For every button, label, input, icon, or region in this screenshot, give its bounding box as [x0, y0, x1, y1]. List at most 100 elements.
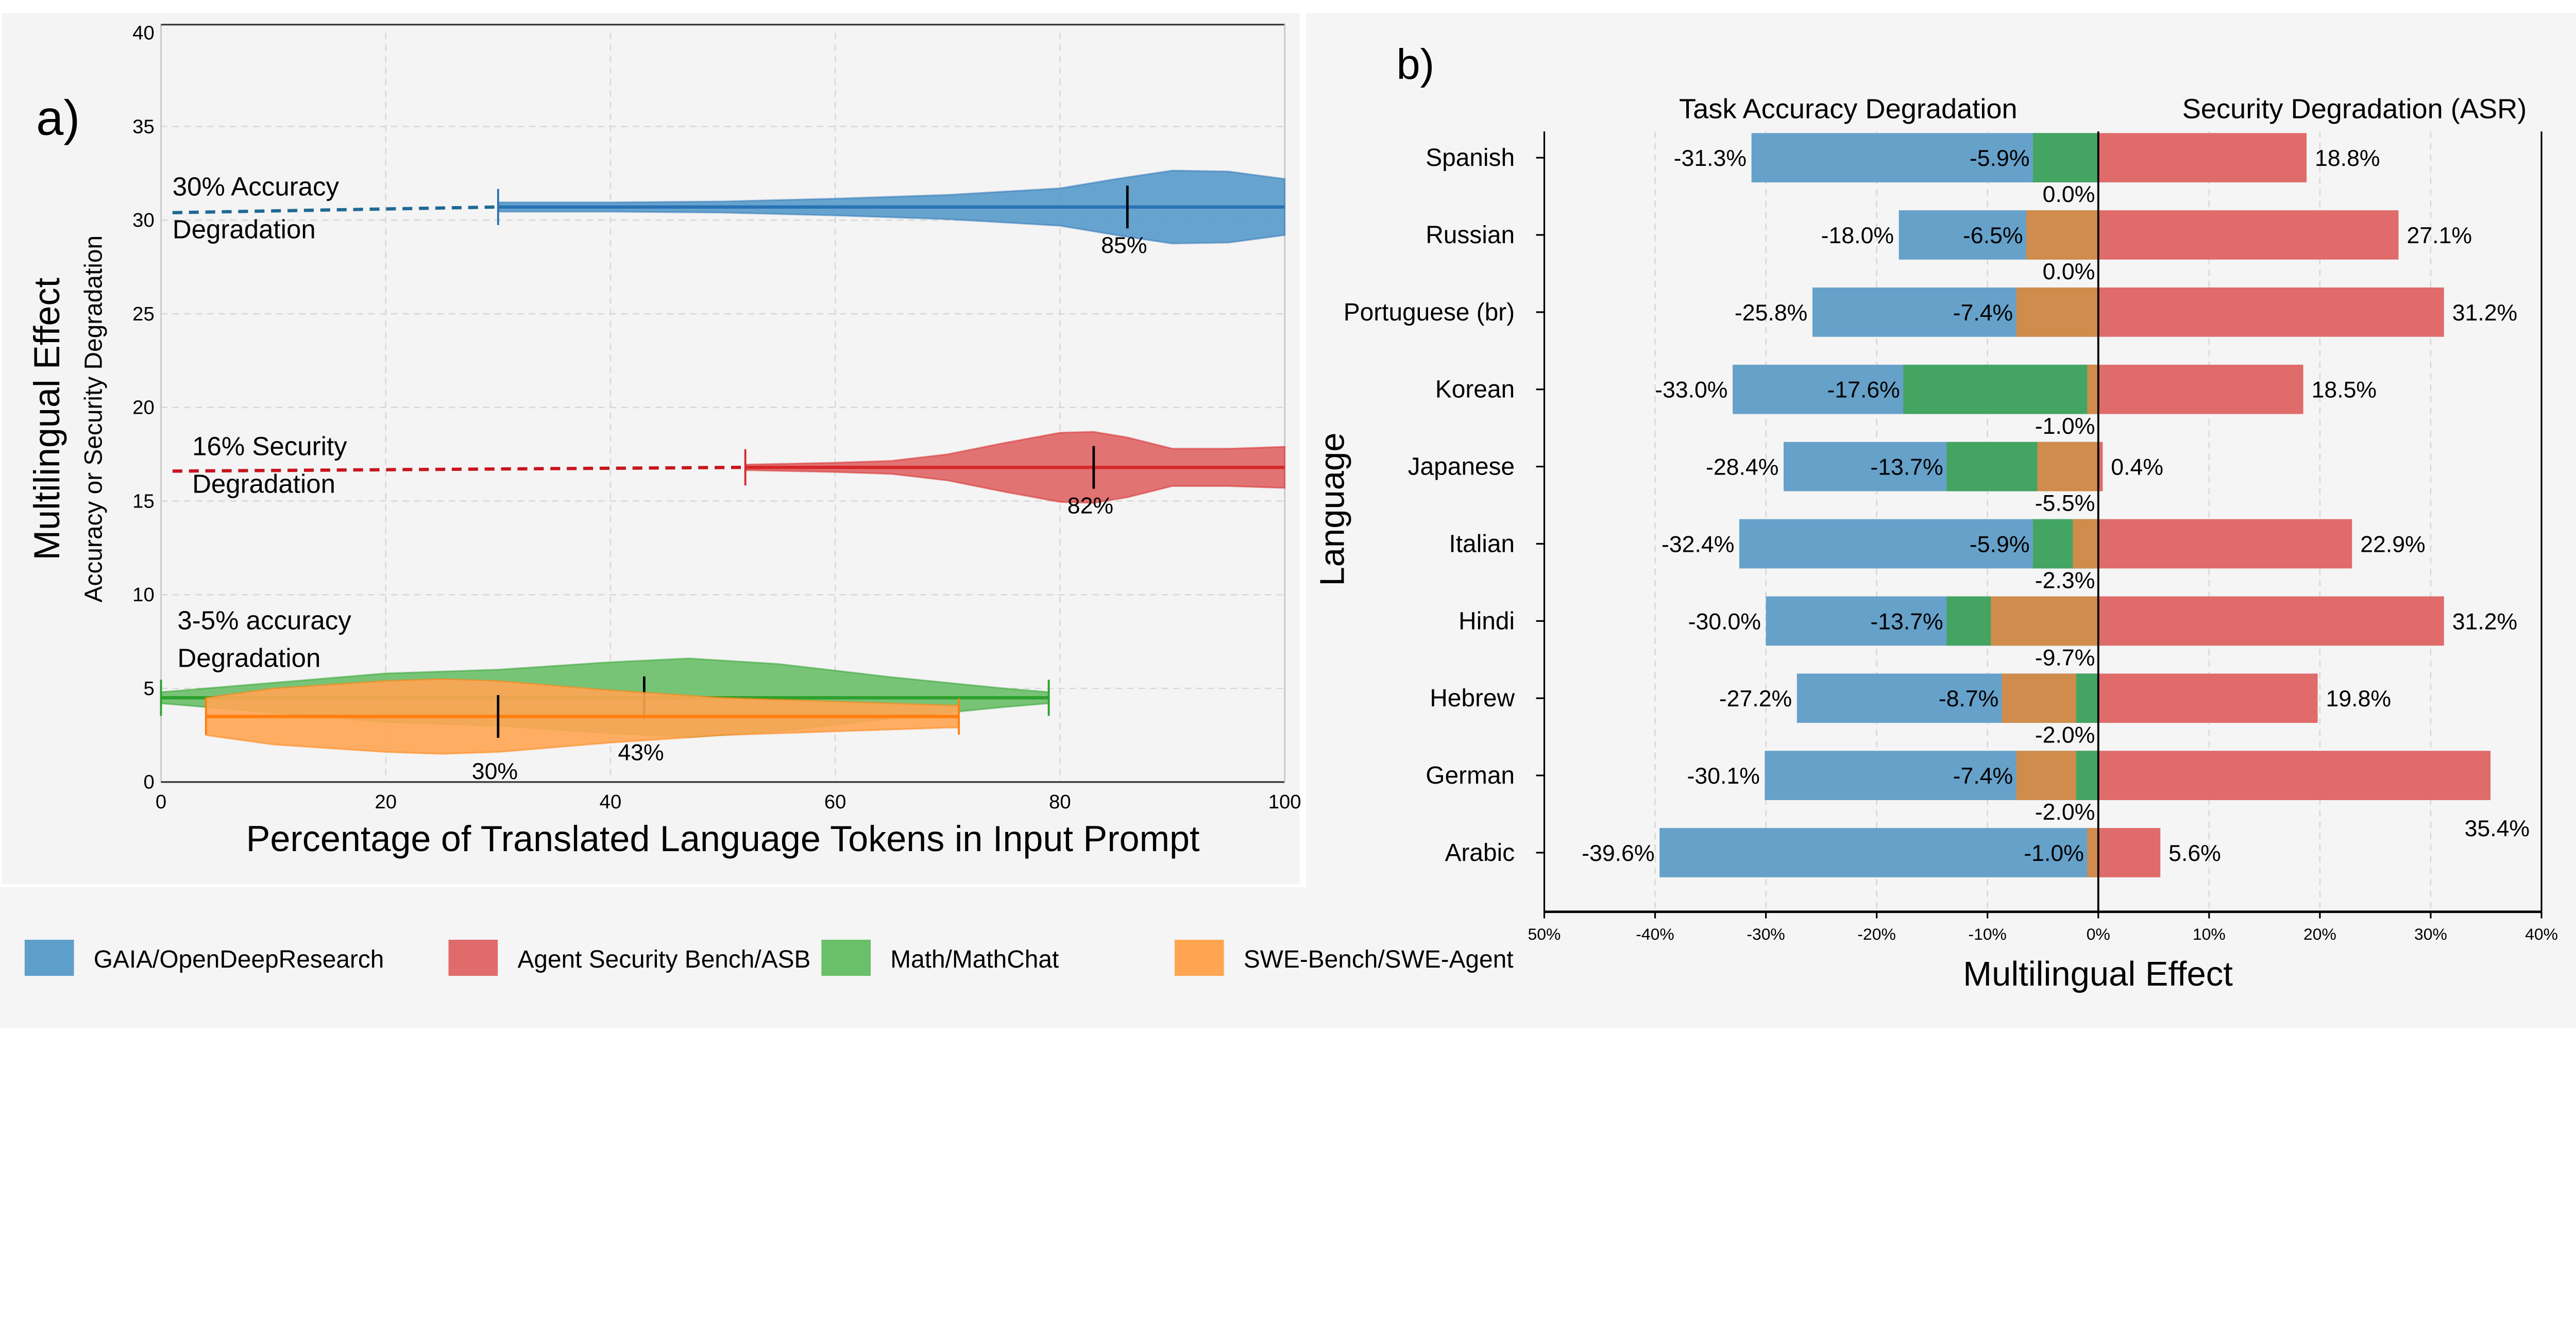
math-annotation-line2: Degradation	[177, 643, 320, 673]
x-tick-label: -20%	[1857, 925, 1895, 943]
x-tick-label: 50%	[1528, 925, 1561, 943]
x-tick-label: 0	[156, 791, 166, 813]
gaia-annotation-line2: Degradation	[173, 214, 316, 244]
asb-value-label: 31.2%	[2452, 609, 2518, 634]
asb-reference-dashed-line	[172, 465, 744, 473]
legend-item: GAIA/OpenDeepResearch	[24, 939, 384, 976]
asb-value-label: 18.5%	[2312, 378, 2377, 403]
x-tick-label: 80	[1049, 791, 1071, 813]
legend-swatch	[821, 939, 871, 976]
swe-value-label: -7.4%	[1953, 300, 2013, 326]
x-tick-label: 40%	[2525, 925, 2558, 943]
math-bar	[2032, 133, 2098, 182]
x-tick-label: 30%	[2414, 925, 2447, 943]
asb-annotation-line1: 16% Security	[192, 431, 347, 461]
math-value-label: -2.0%	[2035, 800, 2095, 825]
category-label: Italian	[1449, 530, 1515, 557]
y-tick-label: 35	[132, 115, 155, 138]
asb-annotation-line2: Degradation	[192, 469, 335, 499]
swe-value-label: -7.4%	[1953, 764, 2013, 789]
gaia-median-label: 85%	[1101, 233, 1147, 258]
legend-item: SWE-Bench/SWE-Agent	[1174, 939, 1514, 976]
gaia-value-label: -39.6%	[1582, 841, 1654, 866]
category-label: Russian	[1426, 222, 1515, 249]
legend-label: Agent Security Bench/ASB	[517, 946, 810, 973]
x-tick-label: -30%	[1747, 925, 1785, 943]
asb-bar	[2098, 828, 2161, 877]
asb-value-label: 27.1%	[2407, 223, 2472, 248]
swe-median-label: 30%	[472, 759, 518, 784]
x-axis-title: Percentage of Translated Language Tokens…	[246, 818, 1200, 859]
x-tick-label: 60	[824, 791, 846, 813]
category-label: German	[1426, 762, 1515, 789]
math-bar	[2076, 751, 2098, 800]
swe-value-label: -2.3%	[2035, 568, 2095, 594]
category-label: Japanese	[1408, 453, 1515, 481]
math-bar	[2076, 673, 2098, 723]
swe-value-label: -1.0%	[2024, 841, 2084, 866]
panel-a-label: a)	[36, 90, 80, 145]
asb-bar	[2098, 364, 2303, 414]
asb-value-label: 5.6%	[2168, 841, 2221, 866]
swe-value-label: -9.7%	[2035, 645, 2095, 670]
category-label: Arabic	[1445, 839, 1515, 867]
category-label: Hebrew	[1430, 685, 1515, 712]
header-security: Security Degradation (ASR)	[2182, 94, 2527, 125]
asb-bar	[2098, 133, 2307, 182]
legend-swatch	[1174, 939, 1224, 976]
asb-value-label: 0.4%	[2111, 455, 2163, 480]
legend: GAIA/OpenDeepResearch Agent Security Benc…	[24, 939, 1514, 976]
gaia-value-label: -31.3%	[1674, 146, 1747, 171]
swe-value-label: -5.5%	[2035, 491, 2095, 516]
gaia-value-label: -32.4%	[1662, 532, 1734, 557]
legend-label: Math/MathChat	[890, 946, 1059, 973]
swe-bar	[2026, 210, 2098, 260]
asb-bar	[2098, 519, 2352, 569]
gaia-value-label: -33.0%	[1655, 378, 1727, 403]
legend-item: Math/MathChat	[821, 939, 1059, 976]
swe-bar	[2016, 287, 2098, 337]
panel-b-label: b)	[1396, 40, 1434, 88]
asb-value-label: 19.8%	[2326, 686, 2392, 712]
gaia-value-label: -27.2%	[1719, 686, 1792, 712]
gaia-value-label: -28.4%	[1706, 455, 1778, 480]
swe-value-label: -1.0%	[2035, 414, 2095, 439]
legend-item: Agent Security Bench/ASB	[448, 939, 810, 976]
y-tick-label: 25	[132, 303, 155, 325]
legend-swatch	[448, 939, 498, 976]
y-axis-title: Multilingual Effect	[26, 278, 67, 560]
swe-value-label: 0.0%	[2043, 182, 2095, 207]
math-value-label: -17.6%	[1827, 378, 1900, 403]
asb-value-label: 18.8%	[2315, 146, 2380, 171]
swe-bar	[2087, 828, 2098, 877]
header-task-accuracy: Task Accuracy Degradation	[1679, 94, 2018, 125]
y-tick-label: 40	[132, 22, 155, 44]
math-value-label: -2.0%	[2035, 722, 2095, 748]
asb-value-label: 22.9%	[2360, 532, 2426, 557]
x-tick-label: 100	[1268, 791, 1301, 813]
figure: a) Multilingual Effect Accuracy or Secur…	[2, 13, 2558, 994]
asb-bar	[2098, 596, 2444, 646]
math-value-label: 0.0%	[2043, 259, 2095, 284]
math-annotation-line1: 3-5% accuracy	[177, 605, 351, 635]
asb-value-label: 35.4%	[2465, 816, 2530, 841]
x-tick-label: 20	[375, 791, 397, 813]
x-tick-label: 10%	[2193, 925, 2226, 943]
gaia-value-label: -25.8%	[1735, 300, 1807, 326]
swe-bar	[2087, 364, 2098, 414]
gaia-value-label: -30.1%	[1687, 764, 1759, 789]
math-value-label: -5.9%	[1970, 146, 2030, 171]
legend-swatch	[24, 939, 74, 976]
math-value-label: -5.9%	[1970, 532, 2030, 557]
category-label: Spanish	[1426, 144, 1515, 172]
y-tick-label: 0	[143, 771, 154, 793]
y-axis-title-language: Language	[1313, 433, 1351, 586]
math-median-label: 43%	[618, 740, 664, 765]
y-tick-label: 5	[143, 678, 154, 700]
violin-chart: a) Multilingual Effect Accuracy or Secur…	[26, 22, 1301, 859]
math-value-label: -13.7%	[1870, 609, 1943, 634]
y-tick-label: 20	[132, 397, 155, 419]
swe-bar	[2037, 442, 2098, 492]
math-bar	[1903, 364, 2098, 414]
legend-label: GAIA/OpenDeepResearch	[94, 946, 384, 973]
